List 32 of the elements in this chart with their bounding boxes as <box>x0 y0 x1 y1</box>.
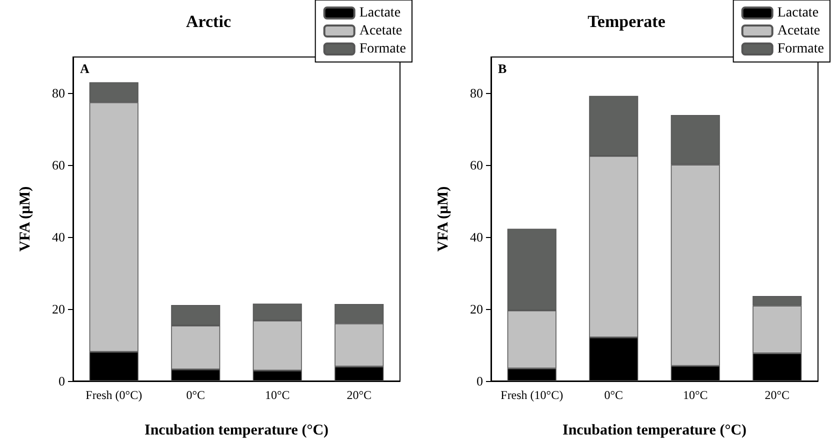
y-tick-label: 40 <box>52 230 65 244</box>
x-tick-label: 0°C <box>604 388 624 402</box>
legend-label: Acetate <box>359 24 402 38</box>
y-tick-label: 20 <box>470 302 483 316</box>
x-tick-label: 20°C <box>346 388 372 402</box>
y-tick-label: 60 <box>52 158 65 172</box>
x-tick-label: 0°C <box>186 388 206 402</box>
x-tick-label: 10°C <box>682 388 708 402</box>
x-tick-label: 20°C <box>764 388 790 402</box>
y-axis-title: VFA (μM) <box>436 186 452 252</box>
y-tick-label: 20 <box>52 302 65 316</box>
y-tick-label: 40 <box>470 230 483 244</box>
x-tick-label: Fresh (10°C) <box>500 388 564 402</box>
y-tick-label: 0 <box>58 374 65 388</box>
x-tick-label: 10°C <box>264 388 290 402</box>
legend-label: Lactate <box>359 6 401 20</box>
y-tick-label: 60 <box>470 158 483 172</box>
chart-title: Arctic <box>186 12 232 31</box>
y-tick-label: 80 <box>470 86 483 100</box>
chart-title: Temperate <box>588 12 666 31</box>
annotation: B <box>498 61 507 76</box>
x-axis-title: Incubation temperature (°C) <box>144 422 329 438</box>
legend-label: Formate <box>359 42 406 56</box>
y-tick-label: 0 <box>476 374 483 388</box>
y-axis-title: VFA (μM) <box>18 186 34 252</box>
legend-label: Formate <box>777 42 824 56</box>
annotation: A <box>80 61 90 76</box>
legend-label: Acetate <box>777 24 820 38</box>
x-tick-label: Fresh (0°C) <box>86 388 142 402</box>
x-axis-title: Incubation temperature (°C) <box>562 422 747 438</box>
y-tick-label: 80 <box>52 86 65 100</box>
legend-label: Lactate <box>777 6 819 20</box>
